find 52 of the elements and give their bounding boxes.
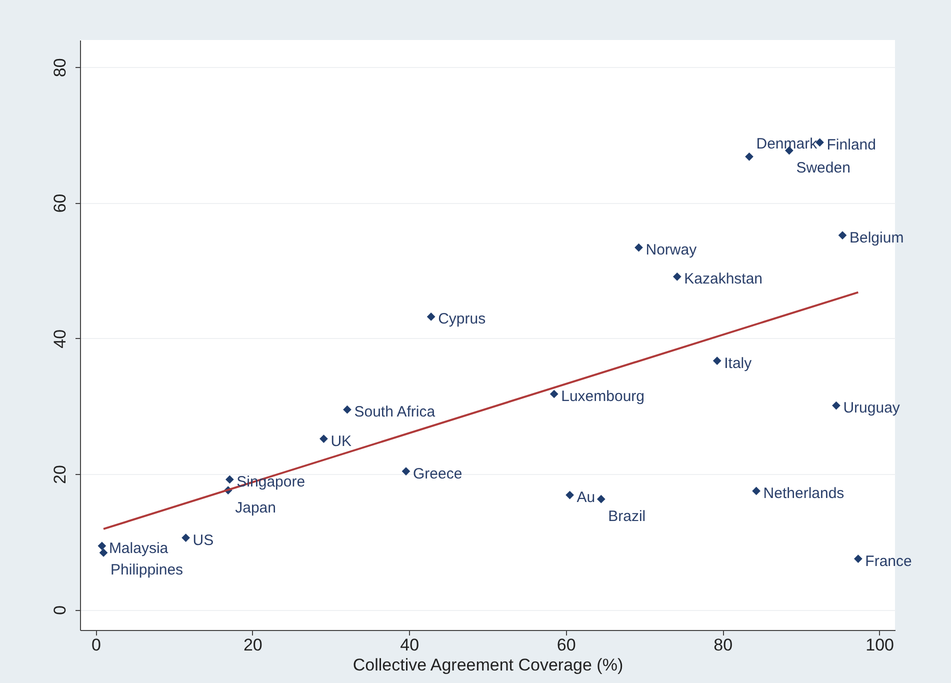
point [99,548,108,557]
point [752,486,760,496]
y-tick-label: 80 [50,58,70,78]
point [832,401,840,410]
x-tick-label: 40 [400,636,420,654]
point [98,542,106,550]
annotation: Cyprus [438,310,486,328]
x-tick-label: 0 [91,636,101,654]
y-tick-label: 20 [50,465,70,484]
annotation: Luxembourg [561,388,644,405]
point [320,434,328,443]
point [566,490,574,500]
x-tick-label: 100 [866,636,894,654]
point [634,243,643,252]
annotation: US [192,532,214,549]
annotation: Belgium [849,229,904,246]
annotation: Denmark [756,136,818,153]
point [596,494,606,504]
annotation: Norway [646,242,698,259]
annotation: France [865,552,912,570]
point [838,231,847,240]
annotation: Au [576,489,596,506]
point [225,475,234,484]
annotation: Italy [724,354,752,372]
annotation: Greece [413,465,462,482]
annotation: Uruguay [843,400,900,417]
x-tick-label: 20 [243,636,262,654]
annotation: Brazil [608,508,646,526]
x-tick-label: 80 [714,636,733,654]
annotation: South Africa [354,404,436,421]
annotation: Finland [826,136,876,154]
annotation: Malaysia [108,540,169,557]
annotation: Netherlands [763,484,844,502]
annotation: UK [330,432,352,450]
annotation: Philippines [110,562,184,579]
point [854,554,862,563]
point [672,272,682,281]
point [550,390,558,398]
y-tick-label: 40 [50,329,70,348]
point [426,312,436,321]
point [402,467,410,476]
point [712,356,722,365]
x-axis-title: Collective Agreement Coverage (%) [352,656,624,674]
point [745,152,754,161]
y-tick-label: 0 [50,605,70,615]
annotation: Sweden [796,160,850,177]
x-tick-label: 60 [556,636,576,654]
y-tick-label: 60 [50,194,70,213]
annotation: Kazakhstan [684,270,763,288]
point [343,405,352,414]
annotation: Japan [235,499,276,516]
point [182,534,190,542]
